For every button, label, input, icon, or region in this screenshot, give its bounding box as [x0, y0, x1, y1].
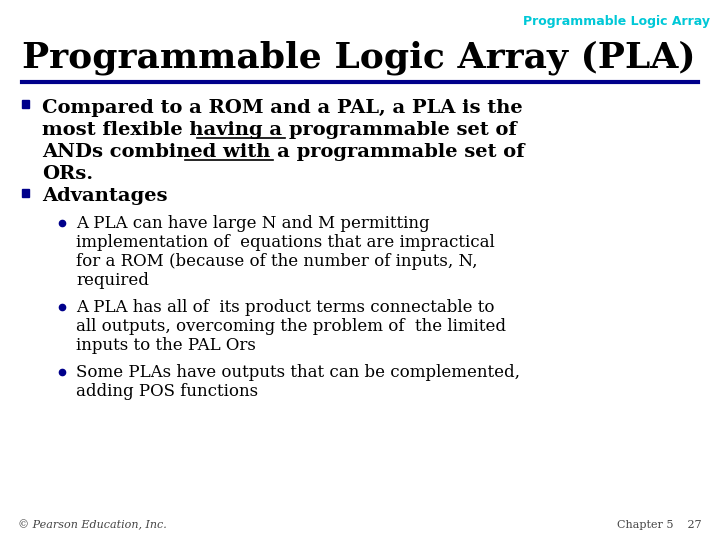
- Text: Programmable Logic Array: Programmable Logic Array: [523, 15, 710, 28]
- Text: A PLA can have large N and M permitting: A PLA can have large N and M permitting: [76, 215, 430, 232]
- Text: adding POS functions: adding POS functions: [76, 383, 258, 400]
- Text: ANDs combined with a programmable set of: ANDs combined with a programmable set of: [42, 143, 524, 161]
- Bar: [22, 188, 29, 197]
- Text: Chapter 5    27: Chapter 5 27: [617, 520, 702, 530]
- Text: most flexible having a programmable set of: most flexible having a programmable set …: [42, 121, 517, 139]
- Text: Some PLAs have outputs that can be complemented,: Some PLAs have outputs that can be compl…: [76, 364, 520, 381]
- Text: implementation of  equations that are impractical: implementation of equations that are imp…: [76, 234, 495, 251]
- Text: Programmable Logic Array (PLA): Programmable Logic Array (PLA): [22, 40, 696, 75]
- Text: for a ROM (because of the number of inputs, N,: for a ROM (because of the number of inpu…: [76, 253, 477, 270]
- Text: all outputs, overcoming the problem of  the limited: all outputs, overcoming the problem of t…: [76, 318, 506, 335]
- Text: © Pearson Education, Inc.: © Pearson Education, Inc.: [18, 519, 167, 530]
- Bar: [22, 99, 29, 108]
- Text: Compared to a ROM and a PAL, a PLA is the: Compared to a ROM and a PAL, a PLA is th…: [42, 99, 523, 117]
- Text: inputs to the PAL Ors: inputs to the PAL Ors: [76, 337, 256, 354]
- Text: ORs.: ORs.: [42, 165, 93, 183]
- Text: A PLA has all of  its product terms connectable to: A PLA has all of its product terms conne…: [76, 299, 495, 316]
- Text: required: required: [76, 272, 149, 289]
- Text: Advantages: Advantages: [42, 187, 168, 205]
